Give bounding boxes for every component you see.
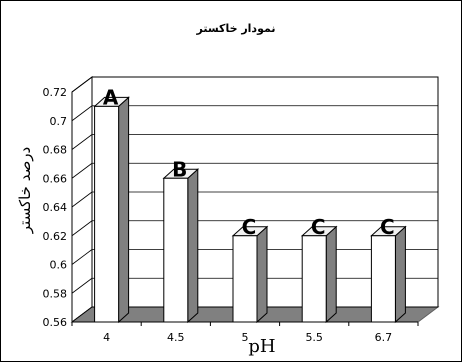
chart-title: نمودار خاکستر xyxy=(196,22,276,35)
gridline-depth xyxy=(71,162,93,179)
y-tick-label: 0.6 xyxy=(50,259,68,272)
x-tick-label: 4.5 xyxy=(167,331,185,344)
y-tick-label: 0.68 xyxy=(43,144,68,157)
x-tick-labels: 4 4.5 5 5.5 6.7 xyxy=(71,321,419,344)
bar-side xyxy=(187,168,199,324)
group-letter: A xyxy=(103,85,119,109)
bar xyxy=(370,225,407,324)
bar xyxy=(300,225,338,324)
x-tick-label: 5 xyxy=(242,331,249,344)
bar-front xyxy=(370,235,396,323)
gridline-depth xyxy=(71,105,93,122)
bar-side xyxy=(394,225,406,324)
y-tick-label: 0.64 xyxy=(43,201,68,214)
bar xyxy=(162,168,200,324)
gridline-depth xyxy=(71,134,93,150)
gridline-depth xyxy=(71,191,93,208)
gridline-depth xyxy=(71,249,93,265)
gridline-depth xyxy=(71,76,93,93)
group-letter: B xyxy=(172,157,187,181)
bar-front xyxy=(163,177,189,323)
x-tick-label: 6.7 xyxy=(375,331,393,344)
group-letter: C xyxy=(380,215,395,239)
bar xyxy=(231,225,269,324)
gridline-depth xyxy=(71,306,93,323)
y-tick-label: 0.62 xyxy=(43,230,68,243)
x-tick-label: 5.5 xyxy=(305,331,323,344)
y-axis-label: درصد خاکستر xyxy=(16,147,34,234)
bar-front xyxy=(232,235,258,323)
y-tick-label: 0.66 xyxy=(43,172,68,185)
bar xyxy=(93,96,130,324)
bar-side xyxy=(256,225,268,324)
group-letter: C xyxy=(242,215,257,239)
bar-side xyxy=(325,225,337,324)
bar-side xyxy=(118,96,130,324)
group-letter: C xyxy=(311,215,326,239)
bar-front xyxy=(94,105,120,323)
gridline-depth xyxy=(71,220,93,237)
y-tick-label: 0.7 xyxy=(50,115,68,128)
bar-front xyxy=(301,235,327,323)
y-tick-labels: 0.56 0.58 0.6 0.62 0.64 0.66 0.68 0.7 0.72 xyxy=(43,86,68,329)
x-axis-label: pH xyxy=(248,336,275,357)
x-tick-label: 4 xyxy=(103,331,110,344)
y-tick-label: 0.72 xyxy=(43,86,68,99)
y-tick-label: 0.58 xyxy=(43,287,68,300)
bars: A B C C C xyxy=(93,85,407,324)
y-tick-label: 0.56 xyxy=(43,316,68,329)
gridline-depth xyxy=(71,277,93,294)
